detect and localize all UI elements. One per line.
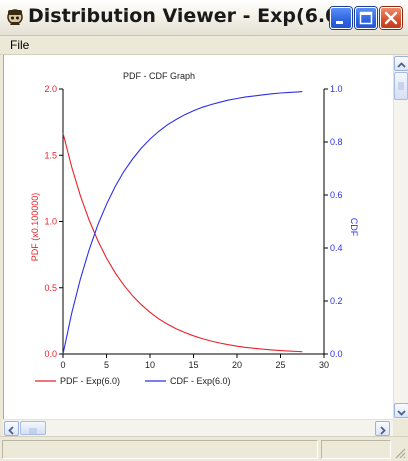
title-bar[interactable]: Distribution Viewer - Exp(6.0) [0,0,408,36]
y2-axis-label: CDF [349,218,359,237]
chevron-left-icon [8,426,14,435]
x-tick-label: 0 [60,360,65,370]
scroll-down-button[interactable] [394,403,408,418]
app-icon[interactable] [5,8,25,28]
grip-icon [29,428,37,434]
resize-grip-icon[interactable] [393,446,407,460]
chart-area: PDF - CDF Graph PDF (x0.100000) CDF 0 5 10… [3,55,393,420]
chevron-up-icon [397,62,406,68]
chevron-right-icon [380,426,386,435]
y2-tick-label: 0.8 [330,137,343,147]
x-tick-label: 10 [145,360,155,370]
scroll-up-button[interactable] [394,56,408,71]
x-tick-label: 20 [232,360,242,370]
y-axis-label: PDF (x0.100000) [30,193,40,262]
maximize-button[interactable] [355,7,377,29]
legend-label: CDF - Exp(6.0) [170,376,231,386]
y-tick-label: 2.0 [44,84,57,94]
y2-tick-label: 0.6 [330,190,343,200]
x-tick-label: 25 [275,360,285,370]
menu-file[interactable]: File [10,38,30,52]
vertical-scrollbar[interactable] [393,55,408,420]
menu-bar: File [0,36,408,55]
pdf-cdf-chart: PDF - CDF Graph PDF (x0.100000) CDF 0 5 10… [30,71,359,386]
legend-label: PDF - Exp(6.0) [60,376,120,386]
minimize-icon [336,21,343,24]
y2-tick-label: 0.2 [330,296,343,306]
y2-tick-label: 1.0 [330,84,343,94]
cdf-series-line [62,91,303,355]
x-tick-label: 5 [104,360,109,370]
horizontal-scrollbar[interactable] [3,419,393,436]
y-tick-label: 1.5 [44,150,57,160]
close-icon [384,11,398,25]
chevron-down-icon [397,410,406,416]
y2-tick-label: 0.0 [330,349,343,359]
close-button[interactable] [380,7,402,29]
vertical-scroll-thumb[interactable] [394,72,408,100]
scroll-right-button[interactable] [375,421,390,436]
y2-tick-label: 0.4 [330,243,343,253]
horizontal-scroll-thumb[interactable] [20,421,46,435]
pdf-series-line [62,132,303,353]
grip-icon [398,82,404,90]
x-tick-label: 30 [319,360,329,370]
y-tick-label: 0.5 [44,283,57,293]
window-title: Distribution Viewer - Exp(6.0) [28,5,348,27]
scrollbar-corner [393,419,408,436]
chart-title: PDF - CDF Graph [123,71,195,81]
scroll-left-button[interactable] [4,421,19,436]
minimize-button[interactable] [330,7,352,29]
status-pane-secondary [321,440,391,459]
x-tick-label: 15 [188,360,198,370]
y-tick-label: 0.0 [44,349,57,359]
y-tick-label: 1.0 [44,217,57,227]
status-pane-main [2,440,318,459]
maximize-icon [359,11,373,25]
status-bar [0,436,408,461]
